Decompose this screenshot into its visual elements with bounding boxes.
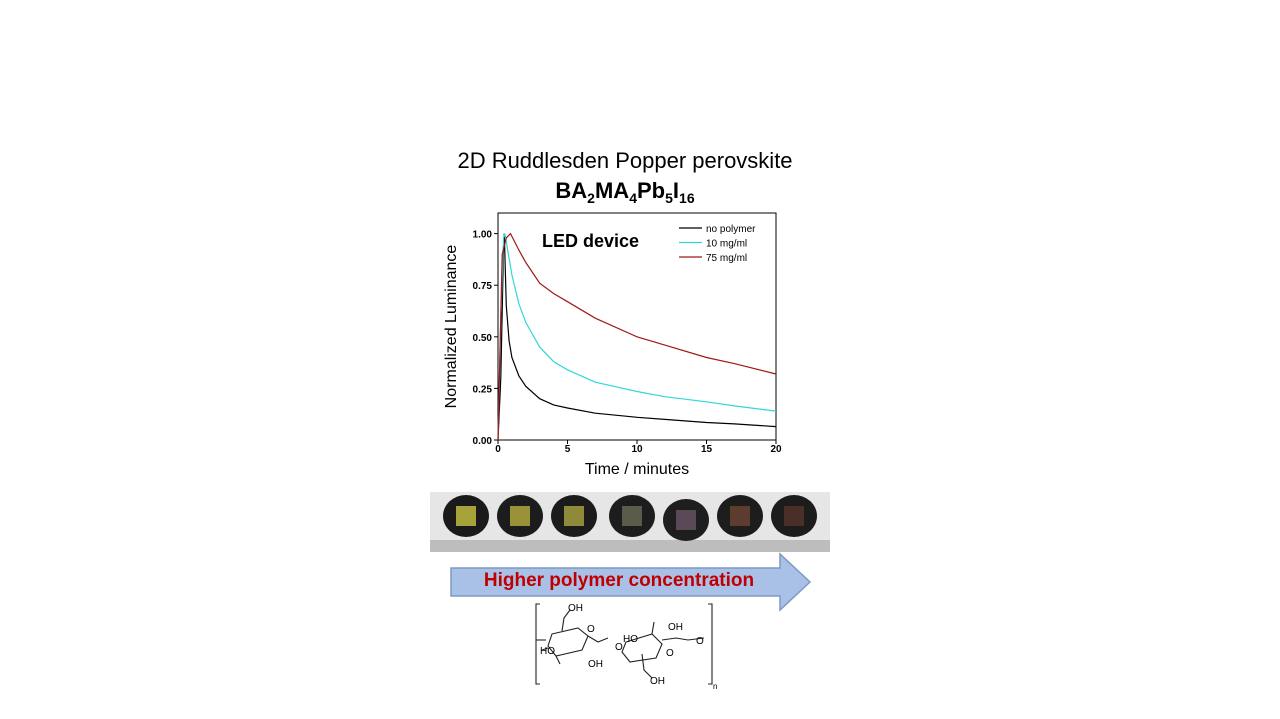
sample-film xyxy=(456,506,476,526)
mol-n: n xyxy=(713,682,717,690)
x-tick-label: 5 xyxy=(565,444,571,455)
formula-part: BA xyxy=(555,178,588,203)
mol-ho: HO xyxy=(540,646,555,657)
legend-label: no polymer xyxy=(706,224,756,235)
mol-o-link: O xyxy=(615,642,623,653)
formula-part: Pb xyxy=(636,178,666,203)
mol-o: O xyxy=(666,648,674,659)
sample-film xyxy=(564,506,584,526)
mol-oh: OH xyxy=(668,622,683,633)
series-line xyxy=(497,233,777,441)
series-line xyxy=(497,232,777,441)
x-tick-label: 0 xyxy=(495,444,501,455)
x-tick-label: 20 xyxy=(770,444,782,455)
sample-film xyxy=(784,506,804,526)
mol-o: O xyxy=(587,624,595,635)
cellulose-structure: OH O HO OH O HO OH O O OH n xyxy=(535,603,717,690)
sample-photo xyxy=(430,492,830,552)
formula-sub: 2 xyxy=(587,190,595,206)
y-tick-label: 0.00 xyxy=(473,436,493,447)
y-axis-label: Normalized Luminance xyxy=(443,245,460,409)
legend-label: 75 mg/ml xyxy=(706,253,747,264)
sample-film xyxy=(510,506,530,526)
legend-label: 10 mg/ml xyxy=(706,239,747,250)
y-tick-label: 0.75 xyxy=(473,281,493,292)
x-tick-label: 10 xyxy=(631,444,643,455)
formula-title: BA2MA4Pb5I16 xyxy=(420,178,830,206)
concentration-arrow xyxy=(450,552,812,612)
y-tick-label: 0.25 xyxy=(473,384,493,395)
arrow-label: Higher polymer concentration xyxy=(483,570,755,591)
title-line1: 2D Ruddlesden Popper perovskite xyxy=(457,148,793,173)
formula-sub: 4 xyxy=(629,190,637,206)
formula-part: MA xyxy=(594,178,630,203)
x-tick-label: 15 xyxy=(701,444,713,455)
y-tick-label: 1.00 xyxy=(473,230,493,241)
mol-oh: OH xyxy=(588,659,603,670)
mol-oh: OH xyxy=(568,603,583,614)
sample-film xyxy=(676,510,696,530)
photo-bottom-shade xyxy=(430,540,830,552)
sample-film xyxy=(730,506,750,526)
mol-o: O xyxy=(696,636,704,647)
formula-sub: 16 xyxy=(679,190,695,206)
mol-ho: HO xyxy=(623,634,638,645)
formula-part: I xyxy=(672,178,680,203)
formula-sub: 5 xyxy=(665,190,673,206)
y-tick-label: 0.50 xyxy=(473,333,493,344)
sample-film xyxy=(622,506,642,526)
chart-annotation: LED device xyxy=(542,231,639,251)
mol-oh: OH xyxy=(650,676,665,687)
x-axis-label: Time / minutes xyxy=(585,461,689,478)
